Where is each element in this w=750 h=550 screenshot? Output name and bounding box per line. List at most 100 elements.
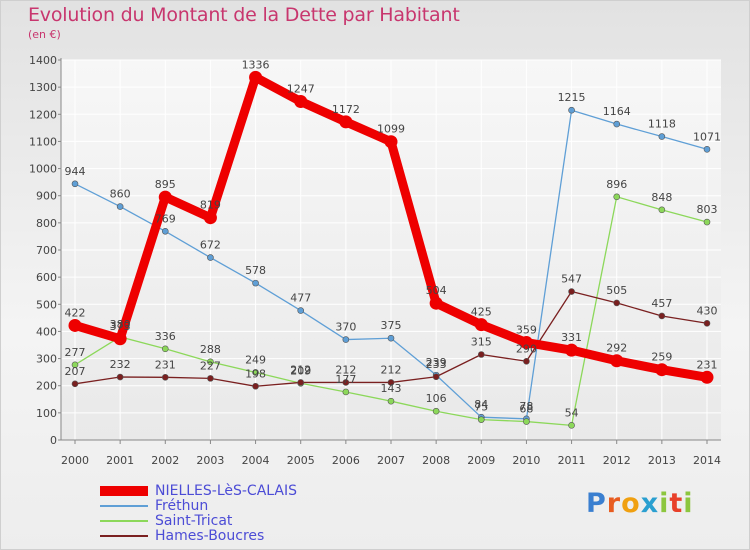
data-label: 370 bbox=[335, 321, 356, 334]
data-point-saint-tricat bbox=[432, 407, 440, 415]
data-point-hames-boucres bbox=[658, 312, 666, 320]
data-point-saint-tricat bbox=[568, 422, 575, 429]
y-tick-label: 700 bbox=[36, 244, 57, 257]
legend-item: Hames-Boucres bbox=[100, 529, 297, 544]
data-label: 769 bbox=[155, 212, 176, 225]
data-point-fr-thun bbox=[207, 254, 214, 261]
data-label: 803 bbox=[697, 203, 718, 216]
y-tick-label: 1000 bbox=[29, 163, 57, 176]
data-point-hames-boucres bbox=[523, 357, 530, 365]
x-tick-label: 2009 bbox=[467, 454, 495, 467]
x-tick-label: 2011 bbox=[558, 454, 586, 467]
legend: NIELLES-LèS-CALAIS Fréthun Saint-Tricat Ham… bbox=[100, 484, 297, 544]
data-label: 944 bbox=[65, 165, 86, 178]
data-label: 578 bbox=[245, 264, 266, 277]
data-label: 457 bbox=[651, 297, 672, 310]
proxiti-logo: Proxiti bbox=[586, 488, 694, 519]
legend-label: Fréthun bbox=[155, 498, 209, 514]
data-point-hames-boucres bbox=[116, 373, 124, 381]
data-point-nielles-l-s-calais bbox=[700, 370, 714, 384]
data-point-hames-boucres bbox=[703, 319, 711, 327]
data-label: 198 bbox=[245, 367, 266, 380]
data-point-hames-boucres bbox=[207, 375, 214, 382]
x-tick-label: 2013 bbox=[648, 454, 676, 467]
data-label: 819 bbox=[200, 199, 221, 212]
data-point-hames-boucres bbox=[387, 379, 395, 386]
data-point-hames-boucres bbox=[568, 288, 575, 295]
y-tick-label: 1400 bbox=[29, 54, 57, 67]
data-label: 68 bbox=[519, 403, 533, 416]
data-label: 212 bbox=[335, 363, 356, 376]
data-label: 84 bbox=[474, 398, 488, 411]
y-tick-labels: 0 100 200 300 400 500 600 700 800 900 1000 1100 1200… bbox=[29, 54, 57, 447]
y-tick-label: 1300 bbox=[29, 81, 57, 94]
data-point-fr-thun bbox=[703, 146, 711, 153]
data-point-fr-thun bbox=[613, 120, 621, 128]
data-point-nielles-l-s-calais bbox=[519, 336, 533, 350]
data-label: 292 bbox=[606, 342, 627, 355]
data-label: 505 bbox=[606, 284, 627, 297]
data-label: 232 bbox=[110, 358, 131, 371]
x-tick-labels: 2000 2001 2002 2003 2004 2005 2006 2007 2008 2009… bbox=[61, 454, 721, 467]
data-point-saint-tricat bbox=[658, 206, 666, 214]
data-point-fr-thun bbox=[342, 336, 350, 343]
data-label: 277 bbox=[65, 346, 86, 359]
data-point-nielles-l-s-calais bbox=[68, 318, 82, 332]
data-point-saint-tricat bbox=[613, 193, 621, 201]
data-label: 209 bbox=[290, 364, 311, 377]
data-point-fr-thun bbox=[71, 180, 79, 188]
chart-subtitle: (en €) bbox=[28, 28, 61, 41]
legend-label: Hames-Boucres bbox=[155, 528, 265, 544]
data-point-saint-tricat bbox=[161, 345, 169, 353]
legend-item: NIELLES-LèS-CALAIS bbox=[100, 484, 297, 499]
data-label: 290 bbox=[516, 342, 537, 355]
data-point-hames-boucres bbox=[477, 351, 485, 358]
legend-item: Saint-Tricat bbox=[100, 514, 297, 529]
data-label: 1247 bbox=[287, 83, 315, 96]
data-point-saint-tricat bbox=[342, 388, 350, 396]
data-label: 231 bbox=[155, 358, 176, 371]
x-tick-label: 2003 bbox=[196, 454, 224, 467]
x-tick-label: 2008 bbox=[422, 454, 450, 467]
data-label: 212 bbox=[290, 363, 311, 376]
x-tick-label: 2005 bbox=[287, 454, 315, 467]
x-tick-label: 2001 bbox=[106, 454, 134, 467]
data-label: 504 bbox=[426, 284, 447, 297]
legend-label: Saint-Tricat bbox=[155, 513, 233, 529]
data-label: 375 bbox=[381, 319, 402, 332]
data-point-nielles-l-s-calais bbox=[294, 95, 308, 109]
legend-swatch bbox=[100, 535, 148, 537]
data-label: 1336 bbox=[242, 58, 270, 71]
x-tick-label: 2012 bbox=[603, 454, 631, 467]
axes bbox=[58, 58, 721, 444]
data-point-fr-thun bbox=[116, 203, 124, 210]
data-label: 239 bbox=[426, 356, 447, 369]
data-label: 1215 bbox=[558, 91, 586, 104]
data-point-hames-boucres bbox=[432, 373, 440, 381]
data-point-hames-boucres bbox=[71, 380, 79, 388]
data-point-fr-thun bbox=[297, 307, 305, 314]
data-point-saint-tricat bbox=[703, 218, 711, 226]
data-label: 430 bbox=[697, 304, 718, 317]
y-tick-label: 900 bbox=[36, 190, 57, 203]
data-point-hames-boucres bbox=[297, 379, 305, 386]
y-tick-label: 200 bbox=[36, 380, 57, 393]
y-tick-label: 400 bbox=[36, 325, 57, 338]
data-point-hames-boucres bbox=[252, 382, 259, 390]
data-point-nielles-l-s-calais bbox=[474, 318, 488, 332]
data-label: 1071 bbox=[693, 130, 721, 143]
legend-swatch bbox=[100, 486, 148, 496]
data-point-nielles-l-s-calais bbox=[384, 135, 398, 149]
data-label: 422 bbox=[65, 306, 86, 319]
x-tick-label: 2002 bbox=[151, 454, 179, 467]
data-label: 895 bbox=[155, 178, 176, 191]
data-point-fr-thun bbox=[568, 106, 575, 114]
y-tick-label: 800 bbox=[36, 217, 57, 230]
data-label: 75 bbox=[474, 401, 488, 414]
legend-swatch bbox=[100, 520, 148, 522]
data-point-hames-boucres bbox=[161, 373, 169, 381]
x-tick-label: 2004 bbox=[242, 454, 270, 467]
y-tick-label: 1100 bbox=[29, 135, 57, 148]
data-label: 1172 bbox=[332, 103, 360, 116]
data-label: 860 bbox=[110, 188, 131, 201]
